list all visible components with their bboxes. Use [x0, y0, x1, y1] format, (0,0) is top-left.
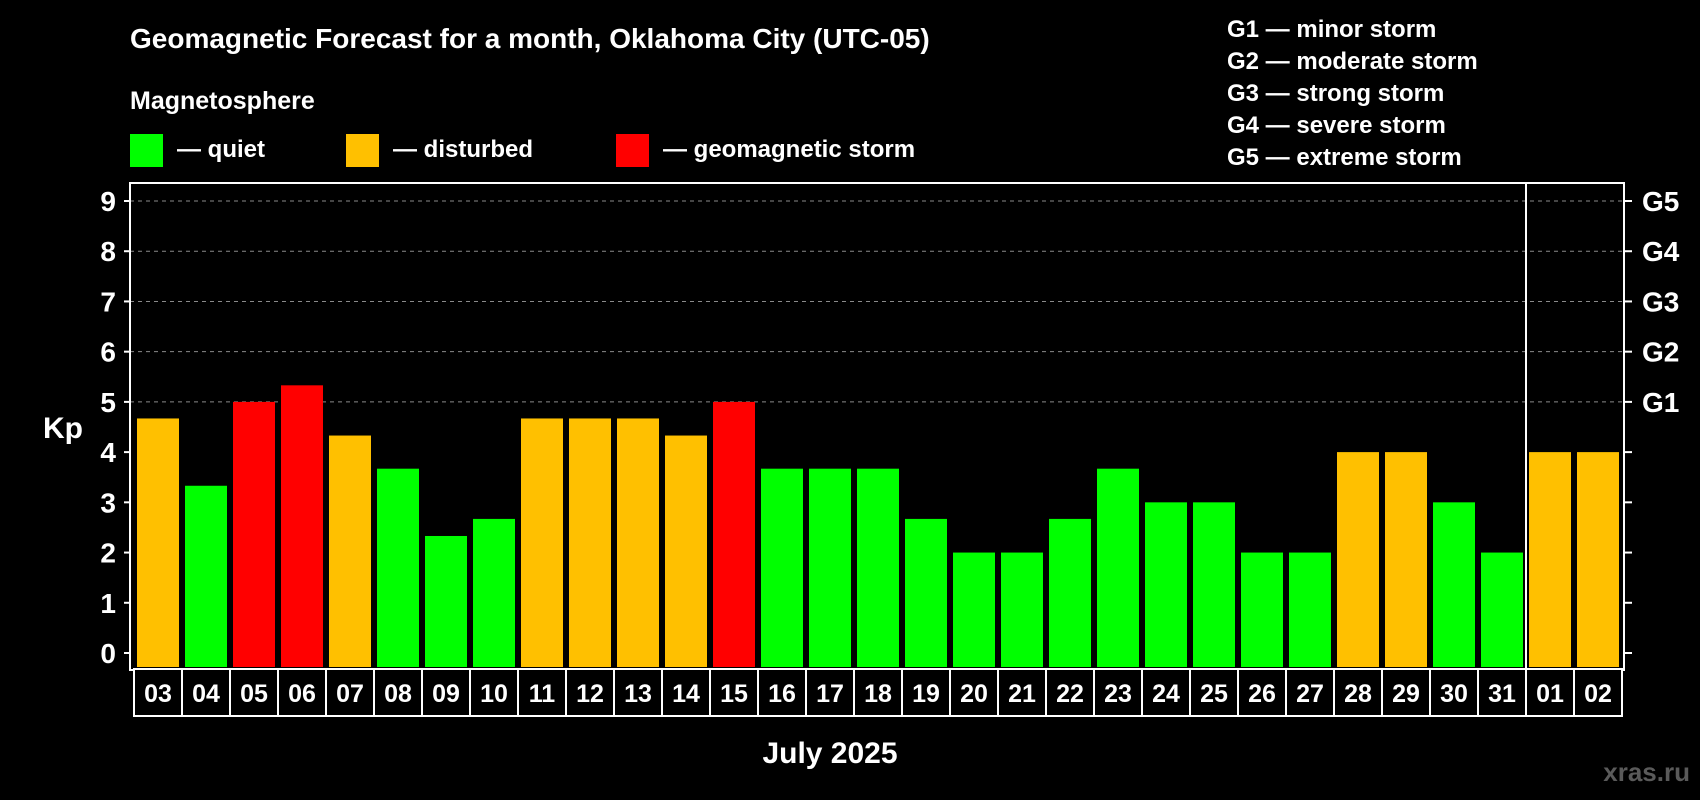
date-label-01: 01	[1536, 680, 1564, 708]
bar-30	[1433, 502, 1475, 667]
date-label-07: 07	[336, 680, 364, 708]
y-tick-label: 3	[100, 487, 116, 518]
date-label-16: 16	[768, 680, 796, 708]
bar-15	[713, 401, 755, 667]
bar-06	[281, 385, 323, 667]
g-tick-label-g2: G2	[1642, 337, 1679, 368]
bars-layer	[137, 385, 1619, 667]
bar-13	[617, 418, 659, 667]
bar-22	[1049, 518, 1091, 667]
y-tick-label: 4	[100, 437, 116, 468]
legend-label-disturbed: — disturbed	[393, 136, 533, 163]
bar-28	[1337, 452, 1379, 667]
date-label-14: 14	[672, 680, 700, 708]
bar-08	[377, 468, 419, 667]
legend-label-quiet: — quiet	[177, 136, 265, 163]
date-label-13: 13	[624, 680, 652, 708]
date-axis: 03 04 05 06 07 08 09 10 11 12 13 14 15 16 17 18 19 20 21 22…	[133, 668, 1623, 717]
date-label-22: 22	[1056, 680, 1084, 708]
y-axis-title: Kp	[43, 412, 83, 445]
bar-24	[1145, 502, 1187, 667]
date-label-19: 19	[912, 680, 940, 708]
y-tick-label: 5	[100, 387, 116, 418]
date-label-08: 08	[384, 680, 412, 708]
bar-23	[1097, 468, 1139, 667]
date-label-15: 15	[720, 680, 748, 708]
g-tick-label-g1: G1	[1642, 387, 1679, 418]
bar-19	[905, 518, 947, 667]
g-tick-label-g3: G3	[1642, 286, 1679, 317]
legend-label-storm: — geomagnetic storm	[663, 136, 915, 163]
legend-swatch-disturbed	[346, 134, 379, 167]
g-scale-g1: G1 — minor storm	[1227, 16, 1436, 43]
date-label-17: 17	[816, 680, 844, 708]
legend-swatch-storm	[616, 134, 649, 167]
date-label-12: 12	[576, 680, 604, 708]
date-label-21: 21	[1008, 680, 1036, 708]
g-scale-g2: G2 — moderate storm	[1227, 48, 1478, 75]
bar-25	[1193, 502, 1235, 667]
date-label-03: 03	[144, 680, 172, 708]
grid-layer	[130, 200, 1624, 403]
bar-05	[233, 401, 275, 667]
bar-10	[473, 518, 515, 667]
date-label-26: 26	[1248, 680, 1276, 708]
date-label-24: 24	[1152, 680, 1180, 708]
g-tick-label-g5: G5	[1642, 186, 1679, 217]
y-tick-label: 7	[100, 286, 116, 317]
bar-27	[1289, 552, 1331, 667]
bar-11	[521, 418, 563, 667]
axis-layer: 0 1 2 3 4 5 6 7 8 9 G1 G2 G3 G4 G5	[100, 183, 1680, 670]
date-label-30: 30	[1440, 680, 1468, 708]
g-tick-label-g4: G4	[1642, 236, 1680, 267]
legend-heading: Magnetosphere	[130, 87, 315, 115]
date-label-02: 02	[1584, 680, 1612, 708]
y-tick-label: 6	[100, 337, 116, 368]
date-label-23: 23	[1104, 680, 1132, 708]
date-label-09: 09	[432, 680, 460, 708]
bar-03	[137, 418, 179, 667]
date-label-06: 06	[288, 680, 316, 708]
bar-26	[1241, 552, 1283, 667]
bar-20	[953, 552, 995, 667]
watermark: xras.ru	[1603, 757, 1690, 787]
date-label-28: 28	[1344, 680, 1372, 708]
date-label-18: 18	[864, 680, 892, 708]
bar-02	[1577, 452, 1619, 667]
date-label-11: 11	[529, 680, 556, 708]
date-label-27: 27	[1296, 680, 1324, 708]
bar-12	[569, 418, 611, 667]
y-tick-label: 8	[100, 236, 116, 267]
y-tick-label: 2	[100, 538, 116, 569]
g-scale-g5: G5 — extreme storm	[1227, 144, 1462, 171]
date-label-05: 05	[240, 680, 268, 708]
bar-04	[185, 485, 227, 667]
chart-title: Geomagnetic Forecast for a month, Oklaho…	[130, 23, 930, 54]
bar-09	[425, 535, 467, 667]
bar-16	[761, 468, 803, 667]
bar-18	[857, 468, 899, 667]
g-scale-g3: G3 — strong storm	[1227, 80, 1444, 107]
bar-31	[1481, 552, 1523, 667]
bar-01	[1529, 452, 1571, 667]
date-axis-frame	[133, 668, 1623, 717]
y-tick-label: 9	[100, 186, 116, 217]
date-label-31: 31	[1488, 680, 1516, 708]
bar-21	[1001, 552, 1043, 667]
date-label-20: 20	[960, 680, 988, 708]
date-label-29: 29	[1392, 680, 1420, 708]
date-label-04: 04	[192, 680, 220, 708]
x-axis-title: July 2025	[762, 737, 897, 770]
legend-swatch-quiet	[130, 134, 163, 167]
date-label-10: 10	[480, 680, 508, 708]
bar-29	[1385, 452, 1427, 667]
y-tick-label: 0	[100, 638, 116, 669]
g-scale-g4: G4 — severe storm	[1227, 112, 1446, 139]
bar-07	[329, 435, 371, 667]
bar-17	[809, 468, 851, 667]
y-tick-label: 1	[100, 588, 116, 619]
date-label-25: 25	[1200, 680, 1228, 708]
bar-14	[665, 435, 707, 667]
